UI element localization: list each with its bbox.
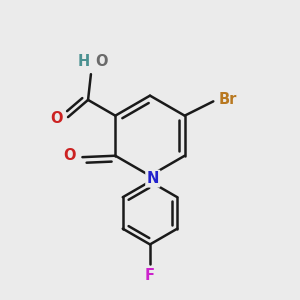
Text: O: O [63,148,76,163]
Text: F: F [145,268,155,284]
Text: Br: Br [218,92,237,107]
Text: N: N [147,171,159,186]
Text: O: O [50,111,62,126]
Text: O: O [95,54,108,69]
Text: H: H [77,54,89,69]
